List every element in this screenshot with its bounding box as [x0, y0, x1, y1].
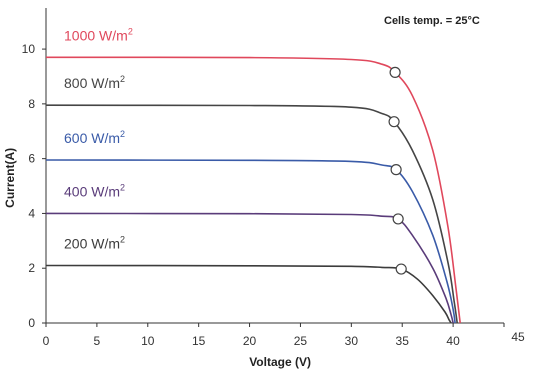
x-tick-label: 20 [243, 334, 257, 348]
y-tick-label: 2 [28, 261, 35, 275]
series-label: 600 W/m2 [64, 129, 125, 146]
y-ticks: 0 2 4 6 8 10 [22, 42, 46, 330]
cells-temp-annotation: Cells temp. = 25°C [384, 15, 480, 27]
y-tick-label: 10 [22, 42, 36, 56]
y-axis-title: Current(A) [3, 148, 17, 208]
series-labels: 1000 W/m2 800 W/m2 600 W/m2 400 W/m2 200 W/m… [64, 26, 133, 251]
x-tick-label: 40 [446, 334, 460, 348]
x-tick-label: 45 [511, 330, 525, 344]
x-tick-label: 30 [345, 334, 359, 348]
mpp-markers [388, 66, 407, 275]
x-tick-label: 5 [94, 334, 101, 348]
axes [45, 8, 504, 324]
y-tick-label: 0 [28, 316, 35, 330]
x-tick-label: 25 [294, 334, 308, 348]
series-label: 200 W/m2 [64, 234, 125, 251]
mpp-marker [389, 66, 401, 78]
series-label: 1000 W/m2 [64, 26, 133, 43]
series-label: 400 W/m2 [64, 182, 125, 199]
mpp-marker [390, 164, 402, 176]
x-tick-label: 0 [43, 334, 50, 348]
mpp-marker [395, 263, 407, 275]
mpp-marker [392, 213, 404, 225]
series-line-4 [45, 264, 452, 324]
x-tick-label: 10 [141, 334, 155, 348]
mpp-marker [388, 116, 400, 128]
y-tick-label: 8 [28, 97, 35, 111]
x-ticks: 0 5 10 15 20 25 30 35 40 45 [43, 323, 525, 348]
y-tick-label: 6 [28, 152, 35, 166]
series-label: 800 W/m2 [64, 74, 125, 91]
y-tick-label: 4 [28, 206, 35, 220]
x-tick-label: 35 [396, 334, 410, 348]
x-axis-title: Voltage (V) [249, 355, 311, 369]
x-tick-label: 15 [192, 334, 206, 348]
